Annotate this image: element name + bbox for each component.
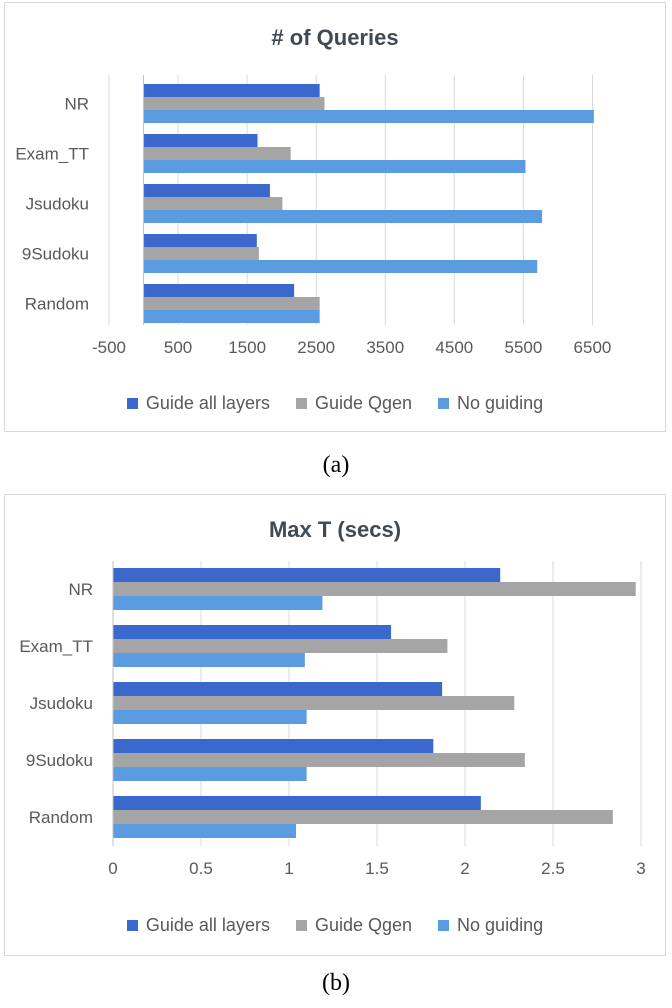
bar-guide-all-layers	[143, 234, 257, 247]
tick-label: 1.5	[365, 859, 389, 878]
bar-guide-all-layers	[113, 625, 392, 639]
bar-guide-all-layers	[113, 568, 501, 582]
category-label: NR	[68, 580, 93, 599]
bar-guide-all-layers	[113, 682, 443, 696]
bar-guide-qgen	[143, 147, 291, 160]
category-label: Jsudoku	[26, 195, 89, 214]
bar-guide-qgen	[143, 297, 320, 310]
bar-guide-all-layers	[143, 84, 320, 97]
bar-guide-qgen	[143, 247, 259, 260]
tick-label: 1	[284, 859, 293, 878]
legend-label: Guide Qgen	[314, 393, 413, 413]
tick-label: 2	[460, 859, 469, 878]
legend-swatch	[295, 398, 307, 409]
tick-label: 500	[164, 338, 192, 357]
legend-label: Guide all layers	[145, 915, 270, 935]
legend-label: Guide all layers	[145, 393, 270, 413]
legend-swatch	[295, 920, 307, 931]
bar-guide-qgen	[143, 197, 283, 210]
legend-label: No guiding	[457, 915, 544, 935]
bar-no-guiding	[143, 210, 543, 223]
bar-guide-qgen	[113, 696, 515, 710]
chart-title: Max T (secs)	[268, 517, 402, 542]
tick-label: -500	[92, 338, 126, 357]
bar-guide-qgen	[143, 97, 325, 110]
legend-item-guide-qgen: Guide Qgen	[295, 915, 413, 936]
caption-a: (a)	[322, 452, 350, 478]
legend-swatch	[126, 920, 138, 931]
bar-guide-qgen	[113, 753, 525, 767]
legend-item-guide-qgen: Guide Qgen	[295, 393, 413, 414]
tick-label: 6500	[574, 338, 612, 357]
legend-swatch	[438, 398, 450, 409]
category-label: 9Sudoku	[26, 751, 93, 770]
tick-label: 4500	[435, 338, 473, 357]
category-label: Exam_TT	[15, 145, 89, 164]
chart-legend: Guide all layers Guide Qgen No guiding	[5, 393, 665, 414]
bar-guide-all-layers	[113, 739, 434, 753]
caption-b: (b)	[322, 970, 350, 996]
bar-no-guiding	[113, 653, 305, 667]
legend-item-no-guiding: No guiding	[438, 915, 543, 936]
bar-no-guiding	[143, 310, 320, 323]
bar-guide-qgen	[113, 582, 636, 596]
chart-legend: Guide all layers Guide Qgen No guiding	[5, 915, 665, 936]
bar-no-guiding	[143, 110, 594, 123]
category-label: Exam_TT	[19, 637, 93, 656]
category-label: 9Sudoku	[22, 245, 89, 264]
bar-guide-all-layers	[143, 134, 258, 147]
bar-no-guiding	[113, 824, 297, 838]
chart-plot-queries: NR Exam_TT Jsudoku 9Sudoku Random -500 500 1500…	[15, 75, 612, 357]
legend-item-guide-all-layers: Guide all layers	[126, 915, 270, 936]
tick-label: 2500	[297, 338, 335, 357]
chart-panel-queries: # of Queries NR Exam_TT Jsudoku 9Sudoku Rand…	[4, 2, 666, 432]
bar-no-guiding	[113, 710, 307, 724]
bar-guide-all-layers	[113, 796, 481, 810]
tick-label: 5500	[504, 338, 542, 357]
chart-plot-max-t: NR Exam_TT Jsudoku 9Sudoku Random 0 0.5 1 1.5 2 2.…	[19, 561, 646, 878]
bar-no-guiding	[113, 596, 323, 610]
legend-item-guide-all-layers: Guide all layers	[126, 393, 270, 414]
bar-no-guiding	[143, 260, 538, 273]
tick-label: 2.5	[541, 859, 565, 878]
chart-panel-max-t: Max T (secs) NR Exam_TT Jsudoku 9Sudoku Rand…	[4, 494, 666, 956]
tick-label: 1500	[228, 338, 266, 357]
bar-guide-all-layers	[143, 284, 295, 297]
bar-no-guiding	[143, 160, 526, 173]
tick-label: 0.5	[189, 859, 213, 878]
legend-swatch	[126, 398, 138, 409]
bar-guide-all-layers	[143, 184, 270, 197]
tick-label: 0	[108, 859, 117, 878]
tick-label: 3	[636, 859, 645, 878]
category-label: Random	[29, 808, 93, 827]
chart-title: # of Queries	[271, 25, 399, 50]
legend-label: No guiding	[457, 393, 544, 413]
bar-no-guiding	[113, 767, 307, 781]
category-label: NR	[64, 95, 89, 114]
legend-label: Guide Qgen	[314, 915, 413, 935]
bar-guide-qgen	[113, 810, 613, 824]
category-label: Random	[25, 295, 89, 314]
category-label: Jsudoku	[30, 694, 93, 713]
bar-guide-qgen	[113, 639, 448, 653]
legend-swatch	[438, 920, 450, 931]
tick-label: 3500	[366, 338, 404, 357]
legend-item-no-guiding: No guiding	[438, 393, 543, 414]
